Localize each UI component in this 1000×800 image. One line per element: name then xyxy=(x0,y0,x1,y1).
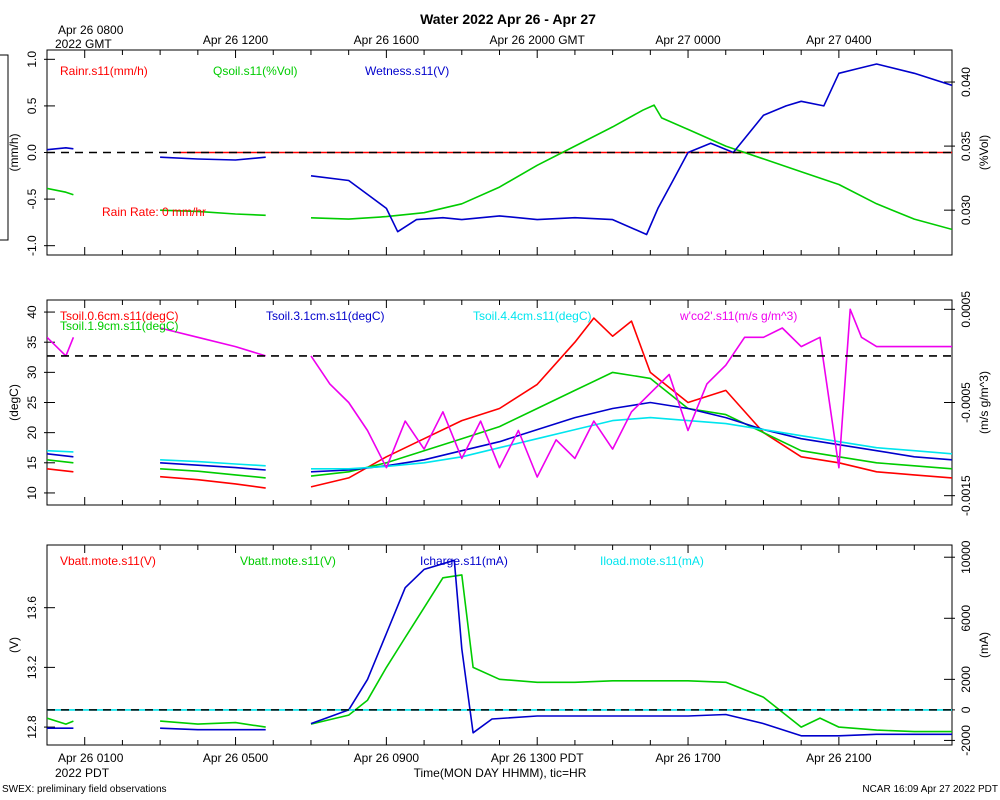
y-tick-label-right: -0.0005 xyxy=(959,382,973,423)
series-line-tsoil-4-4cm-s11 xyxy=(160,459,266,467)
series-line-tsoil-0-6cm-s11 xyxy=(160,475,266,489)
y-tick-label-left: 30 xyxy=(25,365,39,379)
y-tick-label-left: -1.0 xyxy=(25,235,39,256)
y-axis-label-left: (degC) xyxy=(7,384,21,421)
top-time-axis: Apr 26 0800 2022 GMT Apr 26 1200 Apr 26 1… xyxy=(55,23,872,51)
y-tick-label-left: 13.6 xyxy=(25,596,39,620)
series-line-tsoil-3-1cm-s11 xyxy=(160,462,266,471)
y-tick-label-left: 20 xyxy=(25,426,39,440)
y-axis-label-left: (V) xyxy=(7,637,21,653)
y-tick-label-left: 13.2 xyxy=(25,655,39,679)
left-edge-box xyxy=(0,54,9,241)
bottom-axis-label: Apr 26 1700 xyxy=(655,751,721,765)
panel-frame xyxy=(46,544,953,746)
legend-entry: Tsoil.0.6cm.s11(degC) xyxy=(60,309,179,323)
y-axis-label-left: (mm/h) xyxy=(7,134,21,172)
y-tick-label-right: -2000 xyxy=(959,725,973,756)
panel-battery: 13.6 13.2 12.8 10000 6000 2000 0 -2000 (V) (mA) Vb… xyxy=(7,540,991,756)
y-tick-label-left: 15 xyxy=(25,456,39,470)
y-tick-label-left: 10 xyxy=(25,486,39,500)
legend-entry: Vbatt.mote.s11(V) xyxy=(60,554,156,568)
series-line-wetness-s11 xyxy=(160,156,266,161)
series-line-vbatt-mote-s11-green- xyxy=(160,720,266,728)
rain-rate-annotation: Rain Rate: 0 mm/hr xyxy=(102,205,206,219)
series-line-tsoil-4-4cm-s11 xyxy=(47,449,74,453)
series-line-wetness-s11 xyxy=(310,63,952,236)
y-tick-label-left: 0.5 xyxy=(25,97,39,114)
y-tick-label-right: 6000 xyxy=(959,605,973,632)
legend-entry: Tsoil.1.9cm.s11(degC) xyxy=(60,319,179,333)
x-axis-label: Time(MON DAY HHMM), tic=HR xyxy=(414,766,587,780)
series-line-tsoil-1-9cm-s11 xyxy=(310,371,952,477)
bottom-axis-label: Apr 26 0500 xyxy=(203,751,269,765)
series-line-tsoil-3-1cm-s11 xyxy=(47,453,74,458)
legend-entry: Qsoil.s11(%Vol) xyxy=(213,64,297,78)
y-tick-label-right: 0.040 xyxy=(959,67,973,97)
chart-title: Water 2022 Apr 26 - Apr 27 xyxy=(420,11,596,27)
top-axis-label: Apr 26 2000 GMT xyxy=(490,33,586,47)
y-tick-label-right: -0.0015 xyxy=(959,475,973,516)
series-line-tsoil-0-6cm-s11 xyxy=(47,468,74,473)
y-tick-label-right: 2000 xyxy=(959,666,973,693)
legend-entry: Tsoil.3.1cm.s11(degC) xyxy=(266,309,385,323)
footer-left-note: SWEX: preliminary field observations xyxy=(2,784,167,795)
series-line-tsoil-4-4cm-s11 xyxy=(311,416,952,470)
series-line-icharge-s11 xyxy=(310,559,952,737)
y-tick-label-left: 1.0 xyxy=(25,51,39,68)
y-tick-label-left: 12.8 xyxy=(25,715,39,739)
panel-frame xyxy=(46,299,953,506)
top-axis-label: Apr 27 0400 xyxy=(806,33,872,47)
y-tick-label-right: 0.030 xyxy=(959,195,973,225)
bottom-axis-first-label: Apr 26 0100 xyxy=(58,751,124,765)
footer-right-note: NCAR 16:09 Apr 27 2022 PDT xyxy=(862,784,998,795)
legend-entry: Rainr.s11(mm/h) xyxy=(60,64,148,78)
series-line-vbatt-mote-s11-green- xyxy=(310,574,952,733)
series-line-w-co2-s11 xyxy=(310,308,952,478)
series-line-qsoil-s11 xyxy=(310,104,952,231)
top-axis-label: Apr 26 1600 xyxy=(354,33,420,47)
series-line-qsoil-s11 xyxy=(47,187,74,196)
series-line-vbatt-mote-s11-green- xyxy=(47,717,74,725)
series-line-tsoil-1-9cm-s11 xyxy=(160,468,266,479)
legend-entry: Iload.mote.s11(mA) xyxy=(600,554,704,568)
top-axis-first-label-year: 2022 GMT xyxy=(55,37,112,51)
bottom-axis-first-label-year: 2022 PDT xyxy=(55,766,110,780)
legend-entry: Icharge.s11(mA) xyxy=(420,554,508,568)
y-tick-label-right: 0 xyxy=(959,706,973,713)
series-line-tsoil-1-9cm-s11 xyxy=(47,459,74,464)
y-tick-label-left: -0.5 xyxy=(25,188,39,209)
series-line-tsoil-0-6cm-s11 xyxy=(310,317,952,488)
bottom-axis-label: Apr 26 0900 xyxy=(354,751,420,765)
y-tick-label-left: 40 xyxy=(25,305,39,319)
legend-entry: Wetness.s11(V) xyxy=(365,64,449,78)
top-axis-first-label: Apr 26 0800 xyxy=(58,23,124,37)
top-axis-label: Apr 27 0000 xyxy=(655,33,721,47)
top-axis-label: Apr 26 1200 xyxy=(203,33,269,47)
y-tick-label-right: 0.035 xyxy=(959,131,973,161)
series-line-w-co2-s11 xyxy=(47,336,75,357)
y-tick-label-right: 10000 xyxy=(959,540,973,574)
series-line-wetness-s11 xyxy=(47,147,74,151)
y-axis-label-right: (m/s g/m^3) xyxy=(977,371,991,434)
y-axis-label-right: (mA) xyxy=(977,632,991,658)
panel-water: 1.0 0.5 0.0 -0.5 -1.0 0.030 0.035 0.040 (mm/h) (%… xyxy=(7,49,991,256)
bottom-axis-label: Apr 26 2100 xyxy=(806,751,872,765)
bottom-time-axis: Apr 26 0100 2022 PDT Apr 26 0500 Apr 26 0… xyxy=(55,751,872,780)
legend-entry: Tsoil.4.4cm.s11(degC) xyxy=(473,309,592,323)
series-line-qsoil-s11 xyxy=(160,209,266,217)
series-group xyxy=(47,308,952,489)
legend-entry: w'co2'.s11(m/s g/m^3) xyxy=(679,309,797,323)
series-line-tsoil-3-1cm-s11 xyxy=(310,401,952,473)
y-tick-label-left: 0.0 xyxy=(25,144,39,161)
y-tick-label-right: 0.0005 xyxy=(959,291,973,328)
legend-entry: Vbatt.mote.s11(V) xyxy=(240,554,336,568)
y-axis-label-right: (%Vol) xyxy=(977,135,991,170)
y-tick-label-left: 35 xyxy=(25,335,39,349)
bottom-axis-label: Apr 26 1300 PDT xyxy=(491,751,584,765)
panel-soil-temperature: 40 35 30 25 20 15 10 0.0005 -0.0005 -0.0015 (degC)… xyxy=(7,291,991,516)
series-line-w-co2-s11 xyxy=(159,327,266,357)
series-line-icharge-s11 xyxy=(160,727,266,731)
y-tick-label-left: 25 xyxy=(25,396,39,410)
